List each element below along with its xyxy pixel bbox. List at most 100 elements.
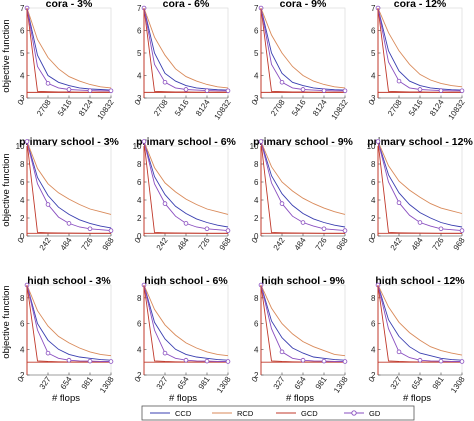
ytick-label-high-school-3-8: 8 [20, 294, 25, 303]
ytick-label-cora-3-7: 7 [20, 4, 25, 13]
xtick-label-primary-school-3-484: 484 [59, 236, 74, 253]
series-marker-gd-high-school-12-4 [417, 357, 423, 363]
ytick-label-primary-school-3-10: 10 [16, 142, 25, 151]
series-marker-gd-primary-school-3-0 [24, 139, 30, 144]
xtick-label-primary-school-6-726: 726 [197, 236, 212, 253]
ytick-label-primary-school-3-4: 4 [20, 196, 25, 205]
series-marker-gd-cora-6-4 [183, 87, 189, 92]
xtick-label-primary-school-9-968: 968 [335, 236, 350, 253]
ytick-label-cora-12-7: 7 [371, 4, 376, 13]
xtick-label-cora-9-8124: 8124 [311, 98, 329, 118]
series-line-ccd-primary-school-12 [377, 141, 463, 228]
series-marker-gd-high-school-6-8 [225, 359, 231, 364]
ylabel-row-2: objective function [1, 153, 12, 226]
ytick-label-cora-12-5: 5 [371, 49, 376, 58]
panel-primary-school-12: primary school - 12% 0 2 4 6 8 10 0 242 484 726 968 [367, 136, 474, 252]
panel-title-high-school-6: high school - 6% [144, 275, 228, 287]
ytick-label-high-school-3-6: 6 [20, 320, 25, 329]
xtick-label-high-school-6-327: 327 [155, 375, 170, 392]
series-marker-gd-primary-school-9-8 [342, 228, 348, 233]
xtick-label-high-school-6-1308: 1308 [215, 375, 233, 395]
plot-area-cora-12 [377, 7, 463, 99]
series-marker-gd-cora-12-2 [396, 78, 402, 84]
series-marker-gd-cora-3-6 [87, 88, 93, 93]
series-marker-gd-high-school-9-4 [300, 357, 306, 363]
series-line-rcd-cora-9 [260, 7, 346, 89]
legend-entry-gd: GD [344, 409, 381, 418]
ytick-label-high-school-12-2: 2 [371, 371, 376, 380]
series-marker-gd-cora-9-6 [321, 88, 327, 93]
ytick-label-primary-school-9-8: 8 [254, 160, 259, 169]
series-line-gcd-primary-school-6 [143, 141, 228, 234]
ytick-label-cora-6-7: 7 [137, 4, 142, 13]
legend-marker-gd [351, 410, 357, 416]
ytick-label-primary-school-6-0: 0 [137, 232, 142, 241]
plot-area-cora-9 [260, 7, 346, 99]
ytick-label-cora-9-6: 6 [254, 27, 259, 36]
series-line-ccd-cora-12 [377, 7, 463, 91]
series-marker-gd-high-school-3-2 [45, 350, 51, 356]
xtick-label-high-school-6-0: 0 [133, 375, 143, 384]
xtick-label-primary-school-3-242: 242 [38, 236, 53, 253]
xtick-label-high-school-9-0: 0 [250, 375, 260, 384]
series-line-gcd-primary-school-3 [26, 141, 111, 234]
xtick-label-high-school-9-981: 981 [314, 375, 329, 392]
series-marker-gd-cora-6-2 [162, 79, 168, 85]
panel-title-high-school-3: high school - 3% [27, 275, 111, 287]
series-line-gcd-primary-school-12 [377, 141, 462, 234]
legend-entry-gcd: GCD [276, 409, 318, 418]
xtick-label-high-school-12-1308: 1308 [449, 375, 467, 395]
ytick-label-primary-school-6-2: 2 [137, 214, 142, 223]
xtick-label-high-school-6-981: 981 [197, 375, 212, 392]
series-marker-gd-primary-school-12-0 [375, 139, 381, 144]
xtick-label-primary-school-12-484: 484 [410, 236, 425, 253]
ytick-label-cora-9-4: 4 [254, 72, 259, 81]
series-marker-gd-cora-3-2 [45, 81, 51, 86]
panel-title-cora-6: cora - 6% [163, 0, 210, 10]
series-line-rcd-high-school-3 [26, 284, 112, 357]
ytick-label-primary-school-12-6: 6 [371, 178, 376, 187]
series-line-gcd-primary-school-9 [260, 141, 345, 234]
panel-high-school-12: high school - 12% 2 4 6 8 0 327 654 981 1308 [367, 275, 467, 395]
ytick-label-cora-12-3: 3 [371, 94, 376, 103]
series-marker-gd-primary-school-6-6 [204, 226, 210, 232]
series-line-ccd-cora-9 [260, 7, 346, 91]
panel-title-high-school-12: high school - 12% [375, 275, 465, 287]
xlabel-col-4: # flops [403, 393, 431, 404]
xtick-label-primary-school-9-484: 484 [293, 236, 308, 253]
panel-high-school-9: high school - 9% 2 4 6 8 0 327 654 981 1308 [250, 275, 350, 395]
series-marker-gd-primary-school-6-4 [183, 221, 189, 226]
ytick-label-high-school-9-4: 4 [254, 345, 259, 354]
series-marker-gd-cora-3-4 [66, 87, 72, 92]
series-marker-gd-high-school-12-6 [438, 358, 444, 364]
xtick-label-cora-3-0: 0 [16, 98, 26, 107]
xtick-label-high-school-3-654: 654 [59, 375, 74, 392]
series-line-ccd-primary-school-6 [143, 141, 229, 228]
xtick-label-cora-6-8124: 8124 [194, 98, 212, 118]
series-line-ccd-cora-3 [26, 7, 112, 91]
xtick-label-primary-school-12-0: 0 [367, 236, 377, 245]
ytick-label-cora-6-4: 4 [137, 72, 142, 81]
series-marker-gd-primary-school-9-6 [321, 226, 327, 232]
series-line-ccd-primary-school-3 [26, 141, 112, 229]
ytick-label-high-school-6-8: 8 [137, 294, 142, 303]
ytick-label-primary-school-12-8: 8 [371, 160, 376, 169]
ytick-label-high-school-12-6: 6 [371, 320, 376, 329]
xtick-label-primary-school-6-968: 968 [218, 236, 233, 253]
xlabel-col-3: # flops [286, 393, 314, 404]
xtick-label-primary-school-9-242: 242 [272, 236, 287, 253]
ytick-label-high-school-9-2: 2 [254, 371, 259, 380]
series-marker-gd-cora-12-8 [459, 88, 465, 94]
panel-title-primary-school-9: primary school - 9% [253, 136, 353, 148]
ytick-label-cora-3-3: 3 [20, 94, 25, 103]
ytick-label-primary-school-12-10: 10 [367, 142, 376, 151]
ytick-label-cora-6-5: 5 [137, 49, 142, 58]
series-marker-gd-high-school-6-4 [183, 357, 189, 363]
series-line-rcd-cora-12 [377, 7, 463, 88]
legend-label-gcd: GCD [301, 409, 318, 418]
series-marker-gd-high-school-9-8 [342, 359, 348, 364]
series-marker-gd-high-school-3-4 [66, 357, 72, 363]
xtick-label-high-school-12-0: 0 [367, 375, 377, 384]
series-line-ccd-high-school-3 [26, 284, 112, 361]
